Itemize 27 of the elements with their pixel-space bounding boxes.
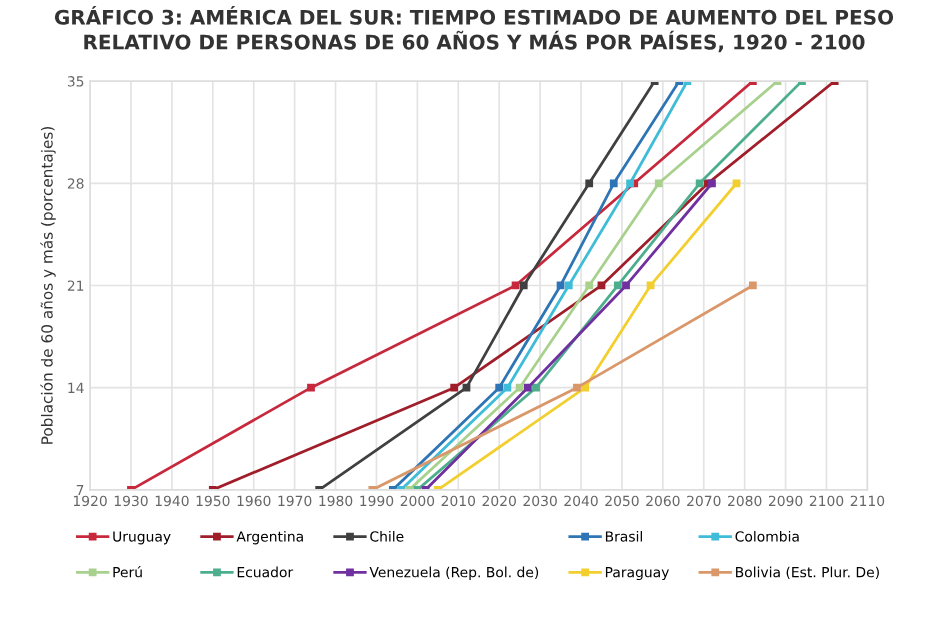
point	[573, 383, 581, 392]
point	[503, 383, 512, 392]
chart-title: GRÁFICO 3: AMÉRICA DEL SUR: TIEMPO ESTIMADO DE AUMENTO DEL PESO RELATIVO DE PERSONAS DE 60 AÑOS Y MÁS POR PAÍSES, 1920 - 2100	[54, 6, 894, 53]
point	[515, 383, 524, 392]
point	[564, 281, 573, 290]
point	[695, 179, 704, 188]
point	[585, 179, 594, 188]
point	[511, 281, 520, 290]
point	[462, 383, 471, 392]
point	[609, 179, 618, 188]
point	[523, 383, 532, 392]
point	[646, 281, 655, 290]
point	[613, 281, 622, 290]
point	[450, 383, 459, 392]
point	[654, 179, 663, 188]
point	[708, 179, 716, 188]
point	[307, 383, 315, 392]
point	[495, 383, 504, 392]
point	[597, 281, 606, 290]
point	[556, 281, 565, 290]
point	[748, 281, 757, 290]
point	[581, 383, 590, 392]
point	[519, 281, 528, 290]
point	[585, 281, 594, 290]
point	[532, 383, 540, 392]
point	[732, 179, 741, 188]
point	[622, 281, 630, 290]
